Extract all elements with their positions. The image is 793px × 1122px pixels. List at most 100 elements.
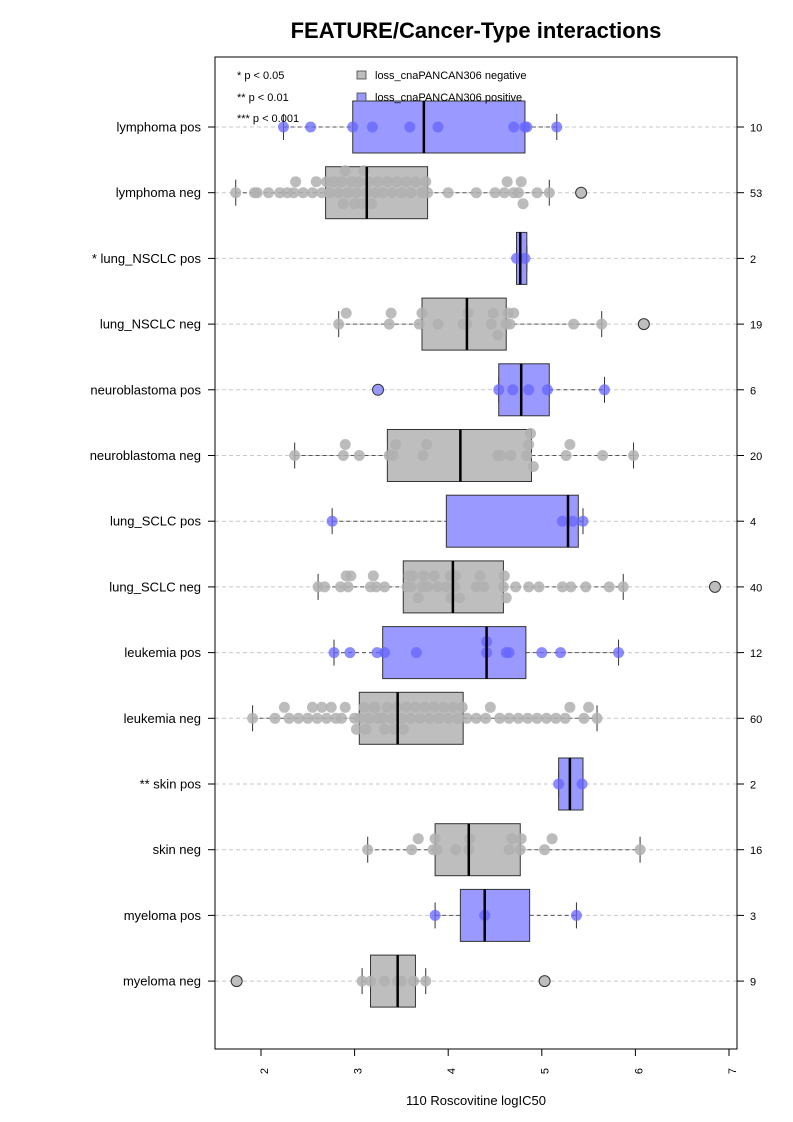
data-point	[386, 187, 398, 199]
data-point	[432, 581, 444, 593]
data-point	[407, 570, 419, 582]
legend-sig-3: *** p < 0.001	[237, 113, 299, 125]
x-tick-label: 5	[540, 1068, 552, 1074]
group-label: neuroblastoma neg	[90, 448, 201, 463]
group-count: 12	[750, 648, 762, 660]
data-point	[379, 581, 391, 593]
data-point	[417, 450, 429, 461]
outlier-point	[538, 975, 551, 988]
data-point	[533, 581, 545, 593]
box-iqr	[459, 888, 531, 942]
data-point	[328, 647, 340, 659]
group-label: ** skin pos	[140, 777, 202, 792]
group-count: 16	[750, 845, 762, 857]
data-point	[560, 450, 572, 461]
data-point	[523, 439, 535, 450]
data-point	[421, 439, 433, 450]
data-point	[381, 701, 393, 713]
data-point	[507, 384, 519, 396]
box-group	[333, 297, 650, 351]
data-point	[498, 187, 510, 199]
data-point	[453, 592, 465, 604]
data-point	[363, 712, 375, 724]
data-point	[577, 515, 589, 527]
group-label: leukemia pos	[124, 645, 201, 660]
data-point	[461, 712, 473, 724]
data-point	[433, 712, 445, 724]
group-label: leukemia neg	[124, 711, 201, 726]
box-group	[247, 691, 603, 745]
data-point	[503, 844, 515, 856]
data-point	[323, 187, 335, 199]
data-point	[405, 187, 417, 199]
data-point	[339, 439, 351, 450]
data-point	[333, 187, 345, 199]
data-point	[517, 198, 529, 210]
outlier-point	[372, 383, 384, 396]
data-point	[599, 384, 611, 396]
group-count: 20	[750, 451, 762, 463]
box-group	[289, 428, 640, 482]
data-point	[408, 975, 420, 987]
data-point	[440, 581, 452, 593]
x-tick-label: 2	[259, 1068, 271, 1074]
data-point	[556, 581, 568, 593]
data-point	[353, 450, 365, 461]
data-point	[405, 581, 417, 593]
data-point	[302, 712, 314, 724]
boxes	[230, 100, 721, 1008]
data-point	[367, 570, 379, 582]
data-point	[365, 975, 377, 987]
box-group	[277, 100, 563, 154]
data-point	[540, 712, 552, 724]
data-point	[521, 121, 533, 133]
plot-frame	[214, 56, 738, 1050]
x-axis: 2 3 4 5 6 7	[259, 1049, 739, 1074]
data-point	[400, 176, 412, 188]
box-group	[230, 954, 551, 1008]
legend-sig-2: ** p < 0.01	[237, 92, 289, 104]
data-point	[372, 176, 384, 188]
data-point	[350, 723, 362, 735]
data-point	[470, 712, 482, 724]
data-point	[543, 187, 555, 199]
data-point	[525, 428, 537, 439]
group-count: 10	[750, 123, 762, 135]
box-group	[312, 560, 721, 614]
data-point	[504, 318, 516, 330]
data-point	[438, 701, 450, 713]
group-count: 6	[750, 385, 756, 397]
data-point	[484, 701, 496, 713]
data-point	[442, 187, 454, 199]
data-point	[289, 450, 301, 461]
data-point	[555, 647, 567, 659]
box-group	[372, 363, 611, 417]
legend-label-positive: loss_cnaPANCAN306 positive	[375, 92, 522, 104]
data-point	[541, 384, 553, 396]
data-point	[325, 701, 337, 713]
data-point	[617, 581, 629, 593]
data-point	[495, 450, 507, 461]
data-point	[508, 121, 520, 133]
data-point	[527, 461, 539, 472]
data-point	[536, 647, 548, 659]
data-point	[522, 712, 534, 724]
data-point	[508, 307, 520, 319]
x-tick-label: 3	[353, 1068, 365, 1074]
data-point	[515, 176, 527, 188]
data-point	[277, 121, 289, 133]
data-point	[429, 909, 441, 921]
data-point	[412, 833, 424, 845]
group-label: lymphoma neg	[116, 185, 201, 200]
data-point	[570, 909, 582, 921]
data-point	[269, 712, 281, 724]
data-point	[546, 833, 558, 845]
data-point	[423, 712, 435, 724]
legend-label-negative: loss_cnaPANCAN306 negative	[375, 70, 526, 82]
data-point	[512, 187, 524, 199]
data-point	[521, 450, 533, 461]
group-count: 60	[750, 714, 762, 726]
data-point	[420, 176, 432, 188]
data-point	[565, 581, 577, 593]
